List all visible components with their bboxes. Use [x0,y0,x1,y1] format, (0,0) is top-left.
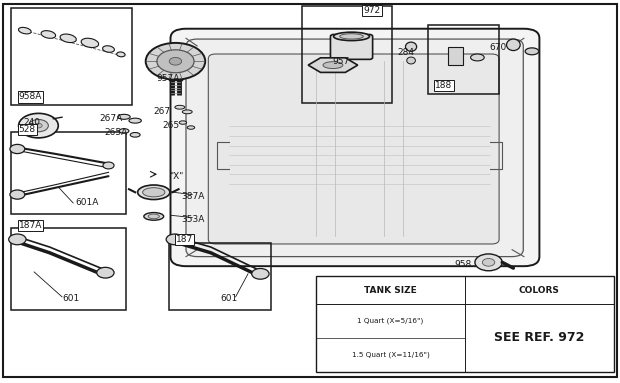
Ellipse shape [144,213,164,220]
Ellipse shape [471,54,484,61]
Text: 670: 670 [490,43,507,52]
Ellipse shape [507,39,520,51]
Ellipse shape [138,185,170,200]
Bar [11,8,132,105]
Circle shape [10,144,25,154]
Circle shape [103,162,114,169]
Circle shape [475,254,502,271]
Polygon shape [308,58,358,72]
Circle shape [169,57,182,65]
Bar [11,228,126,310]
FancyBboxPatch shape [208,54,499,244]
Circle shape [29,119,48,132]
Text: 353A: 353A [181,214,205,224]
Ellipse shape [118,115,130,119]
Circle shape [9,234,26,245]
Text: 601: 601 [62,294,79,303]
FancyBboxPatch shape [170,29,539,266]
Ellipse shape [19,27,31,34]
Text: 265: 265 [162,121,180,130]
Text: 958: 958 [454,260,472,269]
Ellipse shape [407,57,415,64]
Text: 240: 240 [24,118,40,127]
Circle shape [166,234,184,245]
Ellipse shape [179,121,187,124]
Ellipse shape [525,48,539,55]
Ellipse shape [60,34,76,43]
Bar [169,243,271,310]
Ellipse shape [130,133,140,137]
Text: 188: 188 [435,81,453,90]
Ellipse shape [334,32,370,41]
Text: 601A: 601A [76,198,99,208]
Text: 601: 601 [220,294,237,303]
Ellipse shape [117,52,125,57]
Circle shape [146,43,205,80]
Ellipse shape [81,38,99,47]
Bar [448,47,463,65]
Bar [11,132,126,214]
Ellipse shape [143,188,165,197]
Text: 267: 267 [154,106,171,116]
Ellipse shape [187,126,195,129]
Circle shape [19,113,58,138]
FancyBboxPatch shape [186,39,523,257]
Ellipse shape [41,31,56,38]
Circle shape [252,268,269,279]
Bar [428,25,499,94]
Text: COLORS: COLORS [519,286,560,295]
Ellipse shape [340,34,363,39]
Circle shape [10,190,25,199]
Ellipse shape [148,214,159,219]
Ellipse shape [129,118,141,123]
Text: 528: 528 [19,125,36,134]
Ellipse shape [405,42,417,51]
Text: 972: 972 [363,7,381,15]
Ellipse shape [175,105,185,109]
Text: 284: 284 [397,48,414,57]
Bar [316,276,614,372]
Ellipse shape [119,129,129,133]
Circle shape [157,50,194,73]
Text: 187: 187 [176,235,193,244]
Text: TANK SIZE: TANK SIZE [364,286,417,295]
Text: SEE REF. 972: SEE REF. 972 [494,332,585,344]
Text: 265A: 265A [104,128,128,137]
Text: 1 Quart (X=5/16"): 1 Quart (X=5/16") [358,318,423,324]
Circle shape [35,123,42,128]
FancyBboxPatch shape [330,34,373,59]
Text: eReplacementParts.com: eReplacementParts.com [216,194,404,208]
Bar [302,6,392,103]
Text: "X": "X" [169,172,183,182]
Text: 1.5 Quart (X=11/16"): 1.5 Quart (X=11/16") [352,352,430,358]
Circle shape [97,267,114,278]
Text: 267A: 267A [99,114,123,123]
Text: 957: 957 [332,57,350,66]
Text: 957A: 957A [157,74,180,83]
Text: 387A: 387A [181,192,205,201]
Ellipse shape [323,62,343,69]
Circle shape [482,259,495,266]
Ellipse shape [182,110,192,114]
Text: 187A: 187A [19,221,42,230]
Ellipse shape [102,46,115,52]
Text: 958A: 958A [19,93,42,101]
